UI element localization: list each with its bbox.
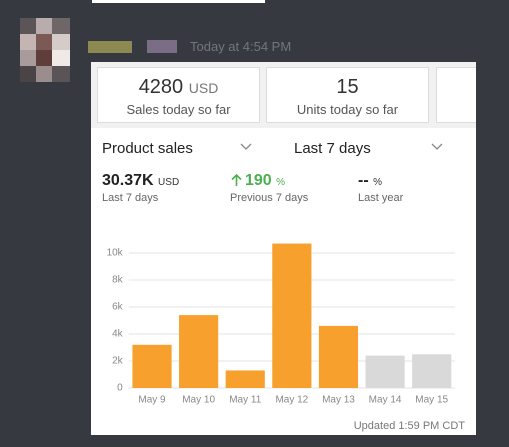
footer: Updated 1:59 PM CDT	[353, 420, 465, 432]
bar	[179, 315, 219, 388]
avatar[interactable]	[20, 18, 70, 82]
previous-embed	[92, 0, 265, 3]
tile-unit: USD	[188, 80, 219, 96]
stat-number: --	[358, 172, 369, 189]
stat-value: 30.37K USD	[102, 172, 179, 190]
tile-label: Units today so far	[296, 102, 399, 117]
y-tick-label: 2k	[112, 356, 124, 367]
bar	[272, 243, 312, 388]
x-tick-label: May 14	[369, 395, 402, 406]
stat-value: 190 %	[245, 172, 285, 190]
y-tick-label: 0	[117, 383, 123, 394]
username[interactable]	[88, 41, 132, 53]
stat-unit: USD	[158, 177, 180, 188]
x-tick-label: May 15	[415, 395, 448, 406]
stat-label: Last 7 days	[102, 192, 159, 204]
bar	[318, 325, 359, 388]
y-tick-label: 6k	[112, 302, 124, 313]
tile-label: Sales today so far	[126, 102, 231, 117]
bar	[225, 370, 265, 388]
timestamp: Today at 4:54 PM	[190, 39, 292, 54]
stat-unit: %	[373, 177, 383, 188]
tile	[436, 67, 476, 123]
tile: 4280 USD Sales today so far	[97, 67, 260, 123]
x-tick-label: May 11	[229, 395, 261, 406]
stat-label: Previous 7 days	[230, 192, 309, 204]
x-tick-label: May 12	[275, 395, 308, 406]
stat-label: Last year	[358, 192, 404, 204]
period-dropdown[interactable]: Last 7 days	[294, 140, 371, 157]
tile-value: 4280	[138, 76, 184, 98]
user-tag	[147, 40, 177, 53]
chevron[interactable]	[431, 143, 443, 151]
bar	[412, 354, 452, 388]
stat-unit: %	[276, 177, 286, 188]
stat-number: 190	[245, 172, 272, 189]
bar	[365, 355, 405, 388]
tile: 15 Units today so far	[266, 67, 429, 123]
metric-dropdown[interactable]: Product sales	[102, 140, 193, 157]
tile-value: 15	[336, 76, 359, 98]
bar	[132, 344, 172, 388]
x-tick-label: May 10	[182, 395, 215, 406]
stat-value: -- %	[358, 172, 382, 190]
y-tick-label: 8k	[112, 275, 124, 286]
x-tick-label: May 9	[138, 395, 166, 406]
x-tick-label: May 13	[322, 395, 355, 406]
stat-number: 30.37K	[102, 172, 154, 189]
y-tick-label: 10k	[107, 248, 124, 259]
y-tick-label: 4k	[112, 329, 124, 340]
chevron[interactable]	[240, 143, 252, 151]
up-arrow	[231, 174, 242, 186]
